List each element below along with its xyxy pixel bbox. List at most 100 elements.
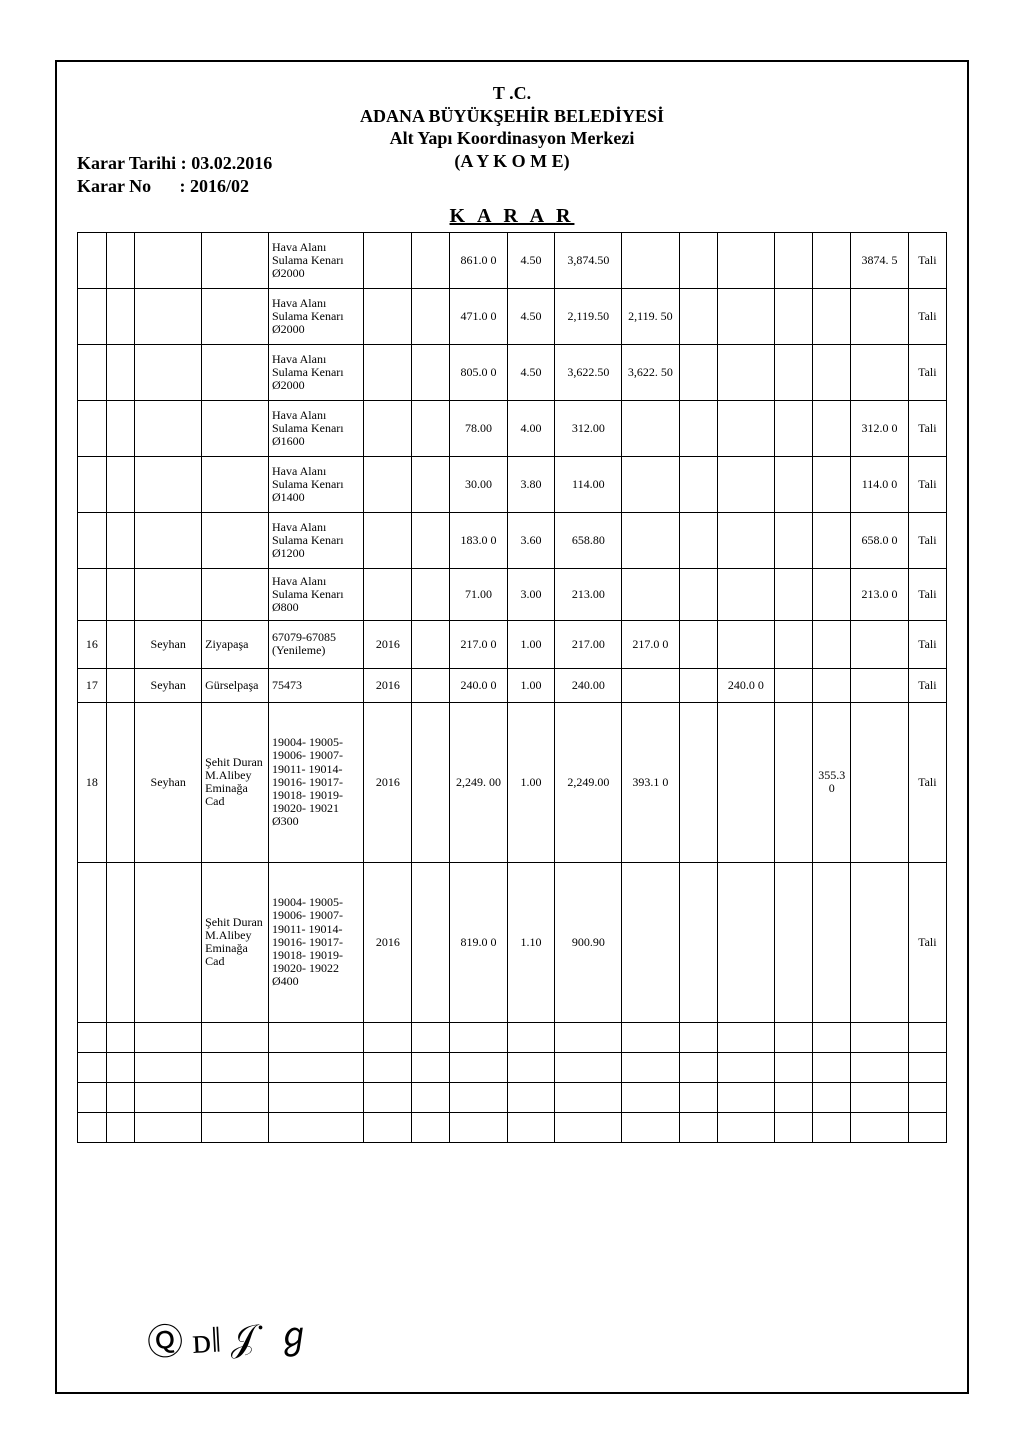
table-cell	[135, 862, 202, 1022]
karar-no-label: Karar No	[77, 175, 175, 198]
table-cell	[679, 456, 717, 512]
table-cell: 3.60	[507, 512, 555, 568]
table-cell: 240.00	[555, 668, 622, 702]
table-cell	[135, 400, 202, 456]
table-cell	[106, 862, 135, 1022]
table-cell	[507, 1112, 555, 1142]
table-cell: 1.00	[507, 668, 555, 702]
table-cell	[364, 512, 412, 568]
table-cell	[106, 400, 135, 456]
table-cell	[717, 232, 774, 288]
table-cell	[364, 568, 412, 620]
table-cell	[555, 1082, 622, 1112]
table-cell	[717, 512, 774, 568]
table-cell	[622, 1112, 679, 1142]
table-cell	[775, 1052, 813, 1082]
table-cell	[775, 1112, 813, 1142]
table-cell	[412, 568, 450, 620]
table-cell	[813, 456, 851, 512]
table-cell	[851, 862, 908, 1022]
table-cell: 3874. 5	[851, 232, 908, 288]
table-cell: 213.0 0	[851, 568, 908, 620]
table-cell	[717, 1052, 774, 1082]
table-cell	[202, 1082, 269, 1112]
table-cell: Hava Alanı Sulama Kenarı Ø2000	[268, 288, 364, 344]
table-cell: 4.50	[507, 288, 555, 344]
table-cell	[622, 1052, 679, 1082]
table-cell: 1.00	[507, 620, 555, 668]
table-cell	[106, 668, 135, 702]
table-cell: 861.0 0	[450, 232, 507, 288]
table-cell: 471.0 0	[450, 288, 507, 344]
table-cell	[813, 232, 851, 288]
table-cell	[412, 400, 450, 456]
table-cell	[679, 400, 717, 456]
table-cell: 1.10	[507, 862, 555, 1022]
table-cell: 183.0 0	[450, 512, 507, 568]
table-cell: 2,119.50	[555, 288, 622, 344]
table-cell: 240.0 0	[450, 668, 507, 702]
table-cell	[78, 568, 107, 620]
table-cell	[679, 1022, 717, 1052]
table-cell: 217.0 0	[622, 620, 679, 668]
table-cell: Tali	[908, 862, 946, 1022]
table-row	[78, 1022, 947, 1052]
table-cell	[622, 668, 679, 702]
table-cell: Hava Alanı Sulama Kenarı Ø2000	[268, 232, 364, 288]
table-cell	[717, 1022, 774, 1052]
table-cell	[412, 232, 450, 288]
table-cell	[364, 1052, 412, 1082]
table-cell	[268, 1112, 364, 1142]
table-cell: Hava Alanı Sulama Kenarı Ø800	[268, 568, 364, 620]
table-cell: 17	[78, 668, 107, 702]
table-cell: 805.0 0	[450, 344, 507, 400]
table-row	[78, 1082, 947, 1112]
table-cell: 75473	[268, 668, 364, 702]
table-cell	[622, 512, 679, 568]
table-cell	[364, 456, 412, 512]
table-cell	[106, 344, 135, 400]
table-cell	[106, 1022, 135, 1052]
table-cell	[450, 1112, 507, 1142]
org-line-2: ADANA BÜYÜKŞEHİR BELEDİYESİ	[77, 105, 947, 128]
table-row: Hava Alanı Sulama Kenarı Ø160078.004.003…	[78, 400, 947, 456]
table-cell: Hava Alanı Sulama Kenarı Ø1400	[268, 456, 364, 512]
table-cell	[555, 1112, 622, 1142]
table-cell	[364, 232, 412, 288]
table-cell	[679, 512, 717, 568]
table-cell	[135, 1052, 202, 1082]
table-cell: Seyhan	[135, 668, 202, 702]
table-row: Hava Alanı Sulama Kenarı Ø2000805.0 04.5…	[78, 344, 947, 400]
table-cell	[78, 512, 107, 568]
table-cell: 819.0 0	[450, 862, 507, 1022]
table-row: Hava Alanı Sulama Kenarı Ø1200 183.0 03.6…	[78, 512, 947, 568]
table-cell	[412, 456, 450, 512]
table-cell	[507, 1052, 555, 1082]
table-row	[78, 1052, 947, 1082]
table-cell	[679, 862, 717, 1022]
table-cell	[717, 568, 774, 620]
table-cell	[364, 288, 412, 344]
table-cell: 114.00	[555, 456, 622, 512]
table-cell	[135, 1022, 202, 1052]
table-cell	[450, 1082, 507, 1112]
table-cell: 4.50	[507, 232, 555, 288]
org-line-1: T .C.	[77, 82, 947, 105]
table-cell	[555, 1022, 622, 1052]
table-cell	[106, 1082, 135, 1112]
table-cell	[364, 1112, 412, 1142]
table-cell	[908, 1022, 946, 1052]
table-cell	[364, 1022, 412, 1052]
table-cell	[813, 1112, 851, 1142]
table-cell: 3,622.50	[555, 344, 622, 400]
table-cell	[717, 620, 774, 668]
table-cell	[202, 288, 269, 344]
karar-no-value: : 2016/02	[180, 176, 250, 196]
table-cell: 71.00	[450, 568, 507, 620]
table-cell: Hava Alanı Sulama Kenarı Ø1200	[268, 512, 364, 568]
table-cell	[106, 512, 135, 568]
table-cell: Hava Alanı Sulama Kenarı Ø2000	[268, 344, 364, 400]
table-cell	[813, 288, 851, 344]
table-cell	[813, 668, 851, 702]
table-cell	[813, 512, 851, 568]
